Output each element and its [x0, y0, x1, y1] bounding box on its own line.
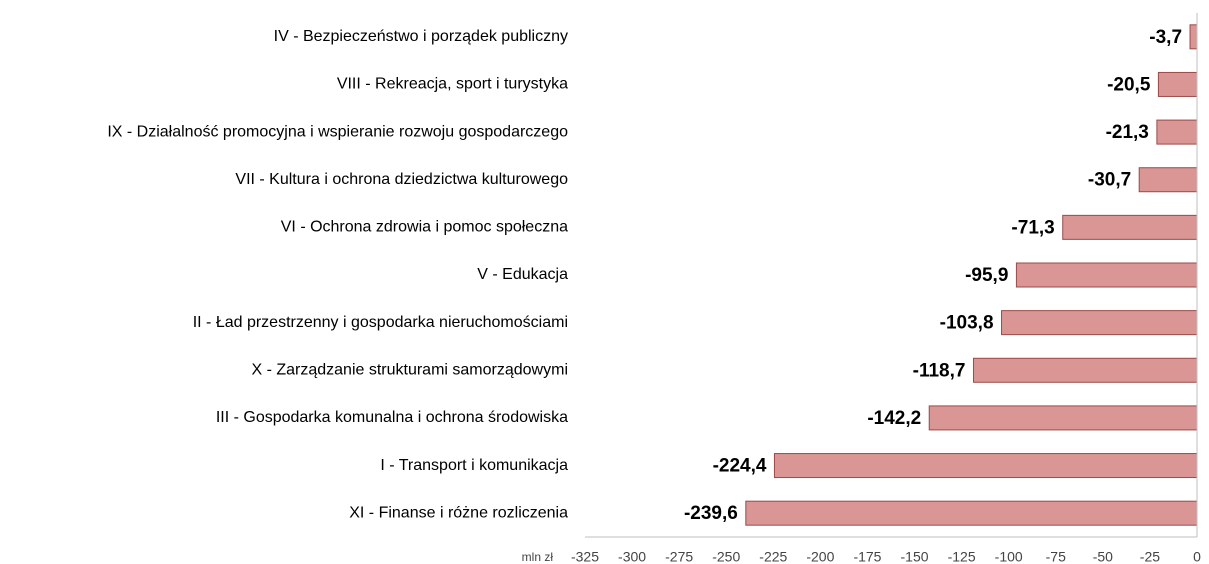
- x-tick-label: -250: [712, 549, 740, 564]
- y-tick-label: VII - Kultura i ochrona dziedzictwa kult…: [235, 171, 568, 188]
- y-tick-label: III - Gospodarka komunalna i ochrona śro…: [216, 409, 568, 426]
- x-tick-label: -25: [1140, 549, 1160, 564]
- bar: [928, 405, 1198, 431]
- bar: [1015, 262, 1198, 288]
- x-tick-label: -225: [759, 549, 787, 564]
- bar: [1138, 167, 1198, 193]
- data-label: -3,7: [1149, 27, 1182, 48]
- bar: [1001, 310, 1198, 336]
- bar: [1062, 214, 1198, 240]
- x-tick-label: -325: [571, 549, 599, 564]
- bar: [1156, 119, 1198, 145]
- y-tick-label: VI - Ochrona zdrowia i pomoc społeczna: [281, 219, 568, 236]
- data-label: -95,9: [965, 265, 1008, 286]
- y-tick-label: X - Zarządzanie strukturami samorządowym…: [251, 361, 568, 378]
- y-tick-label: II - Ład przestrzenny i gospodarka nieru…: [193, 314, 568, 331]
- data-label: -30,7: [1088, 170, 1131, 191]
- data-label: -239,6: [684, 503, 738, 524]
- data-label: -103,8: [940, 313, 994, 334]
- y-tick-label: V - Edukacja: [477, 266, 568, 283]
- x-axis-label: mln zł: [522, 550, 554, 564]
- data-label: -118,7: [913, 360, 966, 381]
- y-tick-label: IX - Działalność promocyjna i wspieranie…: [107, 123, 568, 140]
- x-tick-label: 0: [1193, 549, 1201, 564]
- y-tick-label: IV - Bezpieczeństwo i porządek publiczny: [274, 28, 568, 45]
- bar: [1189, 24, 1198, 50]
- bar: [972, 357, 1198, 383]
- y-tick-label: XI - Finanse i różne rozliczenia: [349, 504, 568, 521]
- data-label: -224,4: [713, 456, 767, 477]
- x-tick-label: -125: [948, 549, 976, 564]
- x-tick-label: -75: [1046, 549, 1066, 564]
- bar: [745, 500, 1198, 526]
- data-label: -20,5: [1107, 74, 1151, 95]
- y-tick-label: I - Transport i komunikacja: [380, 457, 568, 474]
- data-label: -21,3: [1106, 122, 1149, 143]
- x-tick-label: -275: [665, 549, 693, 564]
- x-tick-label: -100: [995, 549, 1023, 564]
- y-tick-label: VIII - Rekreacja, sport i turystyka: [337, 76, 568, 93]
- x-tick-label: -50: [1093, 549, 1113, 564]
- x-tick-label: -175: [853, 549, 881, 564]
- data-label: -142,2: [867, 408, 921, 429]
- bar: [773, 453, 1198, 479]
- data-label: -71,3: [1011, 217, 1054, 238]
- x-tick-label: -150: [901, 549, 929, 564]
- x-tick-label: -300: [618, 549, 646, 564]
- x-tick-label: -200: [806, 549, 834, 564]
- bar: [1157, 71, 1198, 97]
